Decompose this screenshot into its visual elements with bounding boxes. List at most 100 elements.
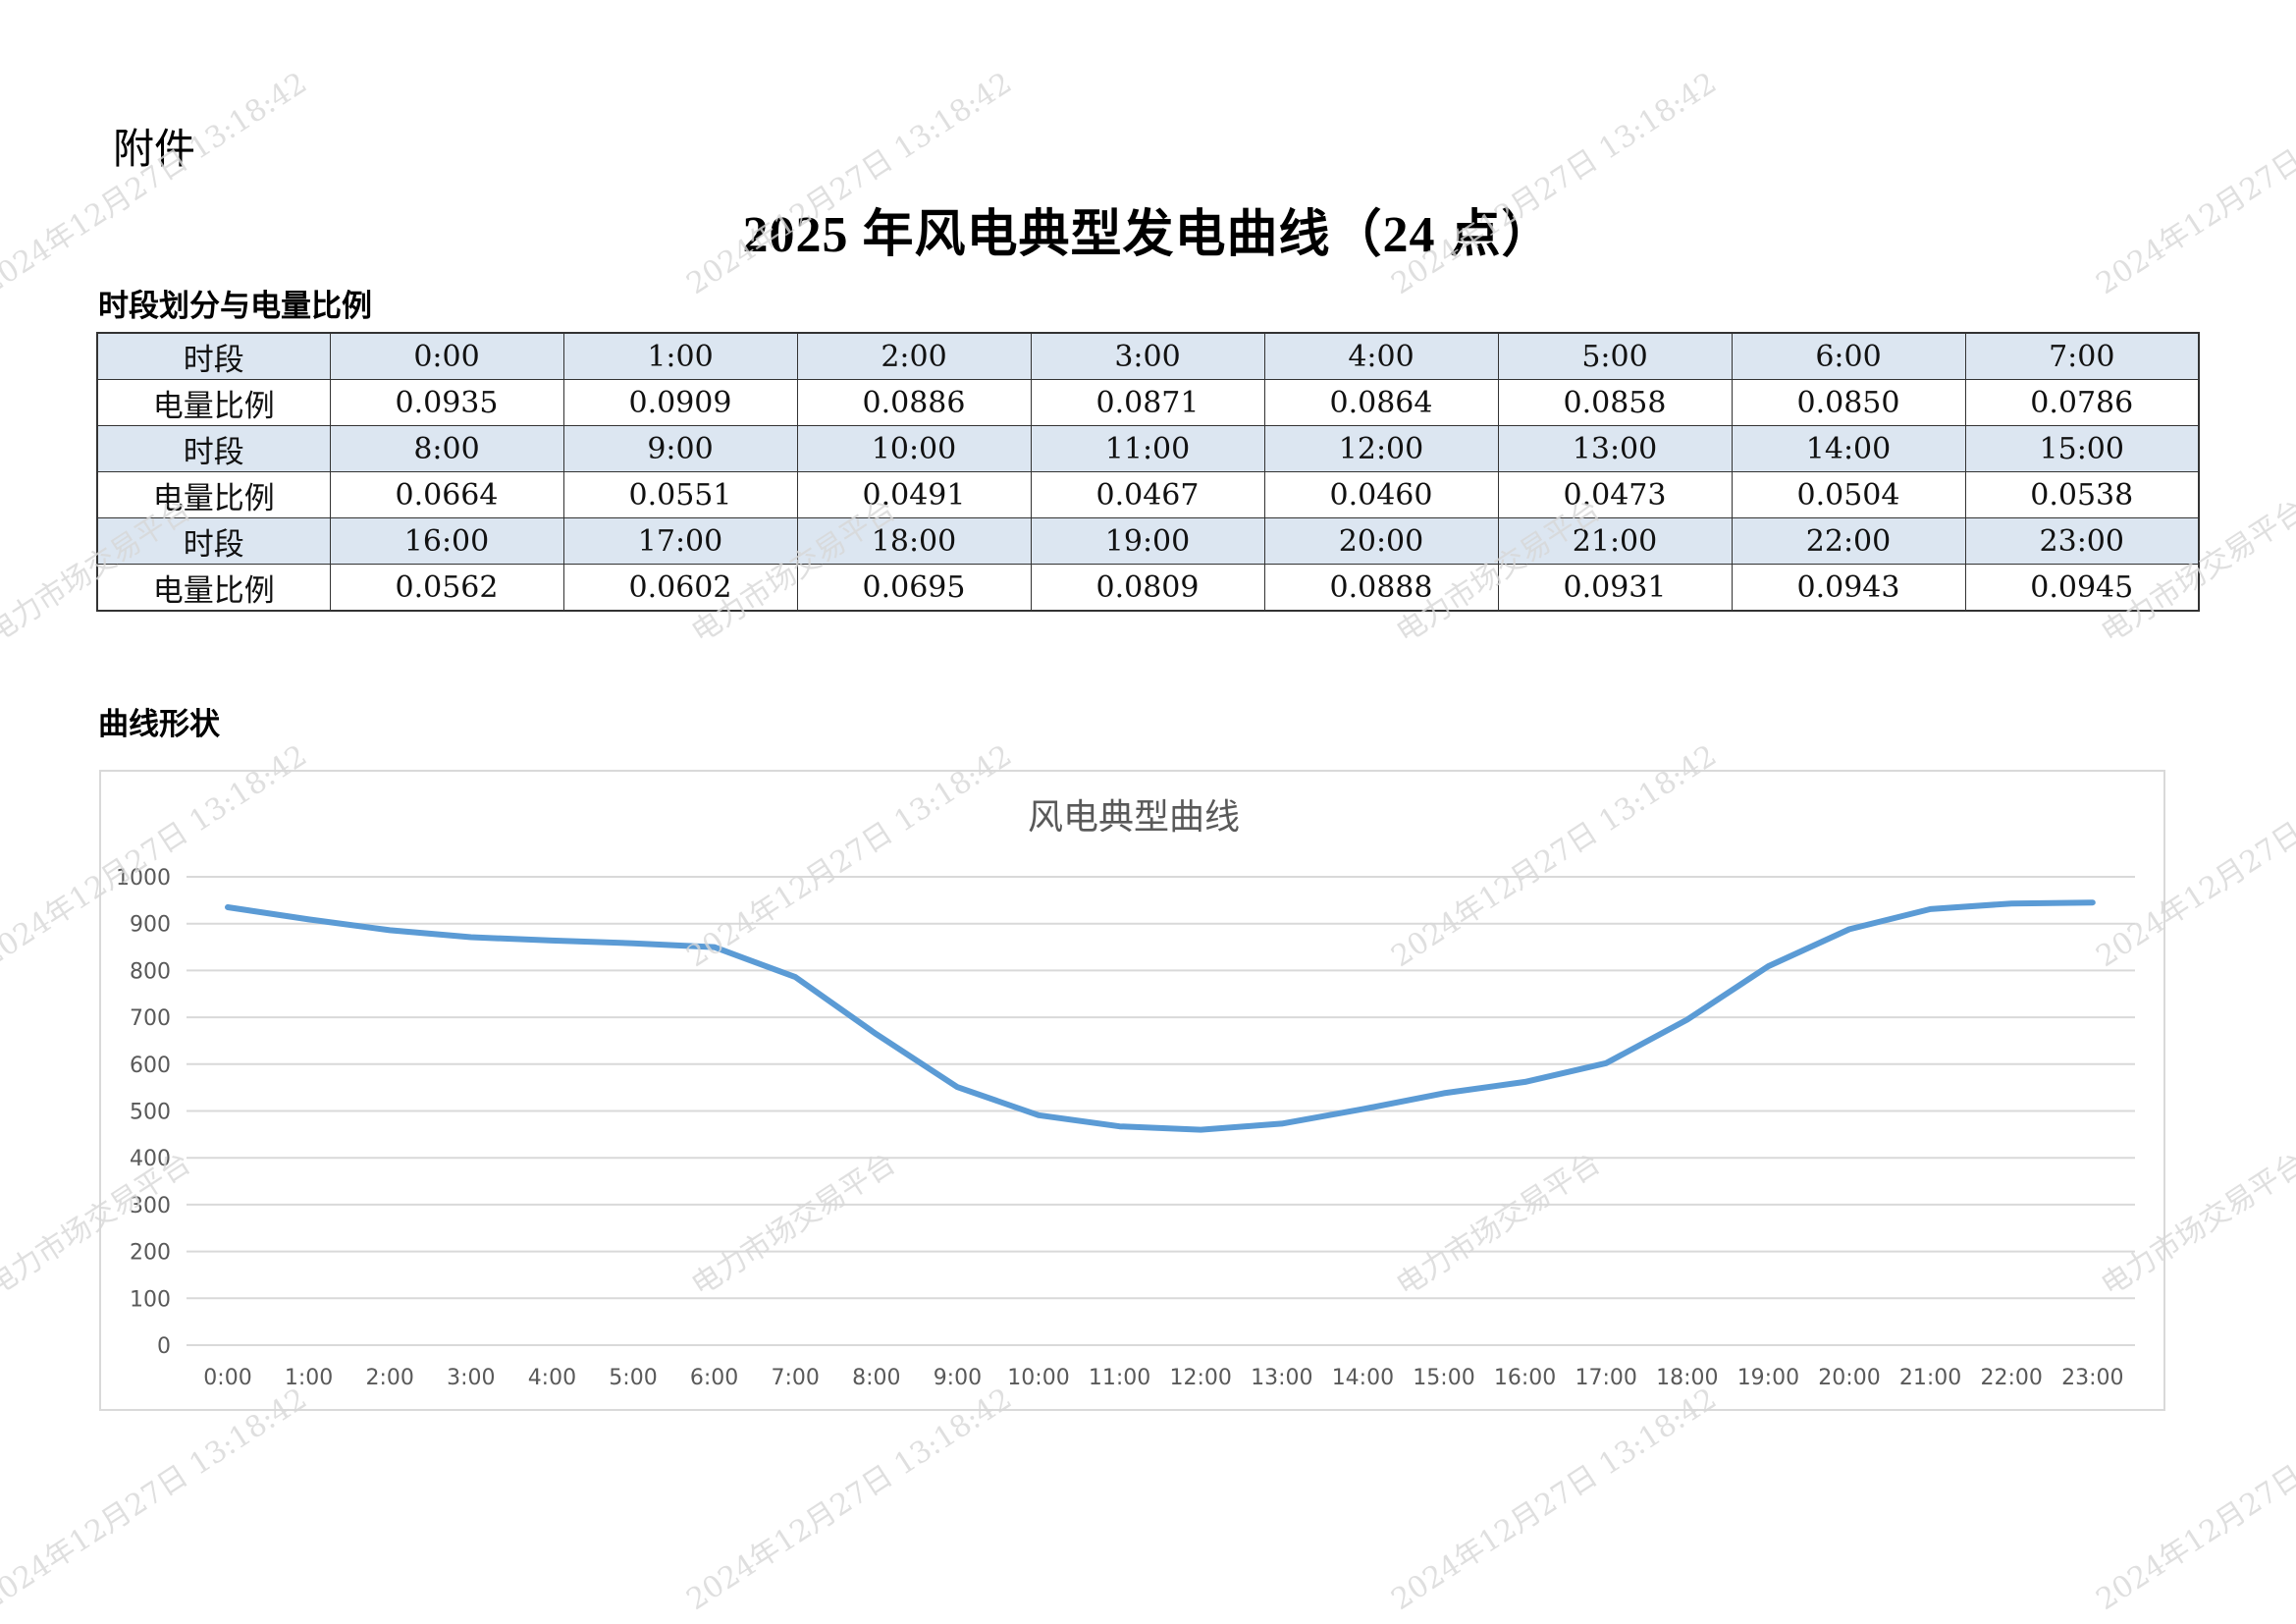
time-cell: 12:00 — [1263, 425, 1499, 472]
time-cell: 10:00 — [796, 425, 1032, 472]
ratio-cell: 0.0551 — [562, 471, 798, 518]
x-tick-label: 21:00 — [1899, 1366, 1961, 1390]
x-tick-label: 15:00 — [1413, 1366, 1474, 1390]
ratio-cell: 0.0664 — [329, 471, 564, 518]
section-title-periods: 时段划分与电量比例 — [98, 289, 372, 324]
x-tick-label: 9:00 — [934, 1366, 982, 1390]
y-tick-label: 700 — [130, 1006, 171, 1031]
period-ratio-table: 时段 0:00 1:00 2:00 3:00 4:00 5:00 6:00 7:00 电量比例 0.… — [96, 332, 2200, 612]
x-tick-label: 8:00 — [852, 1366, 900, 1390]
x-tick-label: 14:00 — [1332, 1366, 1394, 1390]
time-cell: 5:00 — [1497, 332, 1733, 380]
ratio-cell: 0.0943 — [1731, 564, 1966, 612]
time-row: 时段 16:00 17:00 18:00 19:00 20:00 21:00 22:00 23:… — [96, 517, 2200, 565]
document-title: 2025 年风电典型发电曲线（24 点） — [742, 207, 1554, 263]
ratio-cell: 0.0491 — [796, 471, 1032, 518]
time-cell: 4:00 — [1263, 332, 1499, 380]
y-tick-label: 100 — [130, 1287, 171, 1312]
ratio-cell: 0.0562 — [329, 564, 564, 612]
line-chart: 风电典型曲线 0 100 200 300 400 500 600 700 800 900 1000 0:… — [116, 797, 2135, 1390]
ratio-cell: 0.0504 — [1731, 471, 1966, 518]
ratio-cell: 0.0871 — [1030, 379, 1265, 426]
x-tick-label: 6:00 — [690, 1366, 738, 1390]
row-header-ratio: 电量比例 — [96, 564, 331, 612]
chart-title: 风电典型曲线 — [1028, 797, 1240, 838]
y-tick-label: 800 — [130, 959, 171, 984]
x-tick-label: 4:00 — [528, 1366, 576, 1390]
time-cell: 19:00 — [1030, 517, 1265, 565]
time-cell: 8:00 — [329, 425, 564, 472]
y-tick-label: 600 — [130, 1054, 171, 1078]
chart-container: 风电典型曲线 0 100 200 300 400 500 600 700 800 900 1000 0:… — [99, 770, 2165, 1411]
row-header-time: 时段 — [96, 425, 331, 472]
time-cell: 13:00 — [1497, 425, 1733, 472]
x-tick-label: 18:00 — [1656, 1366, 1718, 1390]
watermark-text: 2024年12月27日 13:18:42 — [0, 1381, 313, 1618]
time-cell: 1:00 — [562, 332, 798, 380]
x-tick-label: 22:00 — [1980, 1366, 2042, 1390]
x-tick-label: 17:00 — [1575, 1366, 1636, 1390]
time-cell: 9:00 — [562, 425, 798, 472]
time-cell: 3:00 — [1030, 332, 1265, 380]
row-header-time: 时段 — [96, 332, 331, 380]
watermark-text: 2024年12月27日 13:18:42 — [680, 1381, 1018, 1618]
y-tick-label: 200 — [130, 1241, 171, 1266]
y-tick-label: 900 — [130, 913, 171, 938]
ratio-cell: 0.0809 — [1030, 564, 1265, 612]
time-cell: 11:00 — [1030, 425, 1265, 472]
ratio-cell: 0.0467 — [1030, 471, 1265, 518]
y-tick-label: 0 — [157, 1334, 171, 1359]
ratio-cell: 0.0888 — [1263, 564, 1499, 612]
time-cell: 14:00 — [1731, 425, 1966, 472]
x-tick-label: 3:00 — [447, 1366, 495, 1390]
time-row: 时段 8:00 9:00 10:00 11:00 12:00 13:00 14:00 15:00 — [96, 425, 2200, 472]
x-tick-label: 13:00 — [1251, 1366, 1312, 1390]
y-tick-label: 500 — [130, 1101, 171, 1125]
time-cell: 21:00 — [1497, 517, 1733, 565]
x-tick-label: 2:00 — [365, 1366, 413, 1390]
time-cell: 23:00 — [1964, 517, 2200, 565]
ratio-cell: 0.0695 — [796, 564, 1032, 612]
section-title-curve: 曲线形状 — [98, 707, 220, 742]
y-tick-label: 300 — [130, 1194, 171, 1218]
ratio-cell: 0.0945 — [1964, 564, 2200, 612]
time-cell: 22:00 — [1731, 517, 1966, 565]
ratio-cell: 0.0473 — [1497, 471, 1733, 518]
ratio-cell: 0.0858 — [1497, 379, 1733, 426]
row-header-time: 时段 — [96, 517, 331, 565]
row-header-ratio: 电量比例 — [96, 379, 331, 426]
time-cell: 0:00 — [329, 332, 564, 380]
ratio-cell: 0.0602 — [562, 564, 798, 612]
time-cell: 20:00 — [1263, 517, 1499, 565]
ratio-row: 电量比例 0.0935 0.0909 0.0886 0.0871 0.0864 0.0858… — [96, 379, 2200, 426]
ratio-row: 电量比例 0.0664 0.0551 0.0491 0.0467 0.0460 0.0473… — [96, 471, 2200, 518]
x-tick-label: 19:00 — [1737, 1366, 1799, 1390]
x-tick-label: 23:00 — [2061, 1366, 2123, 1390]
watermark-text: 2024年12月27日 13:18:42 — [2090, 1381, 2296, 1618]
time-cell: 18:00 — [796, 517, 1032, 565]
ratio-cell: 0.0786 — [1964, 379, 2200, 426]
ratio-cell: 0.0460 — [1263, 471, 1499, 518]
time-cell: 17:00 — [562, 517, 798, 565]
x-tick-label: 1:00 — [285, 1366, 333, 1390]
series-line — [225, 899, 2096, 1133]
x-tick-label: 5:00 — [609, 1366, 657, 1390]
row-header-ratio: 电量比例 — [96, 471, 331, 518]
x-tick-label: 11:00 — [1089, 1366, 1150, 1390]
ratio-row: 电量比例 0.0562 0.0602 0.0695 0.0809 0.0888 0.0931… — [96, 564, 2200, 612]
time-cell: 6:00 — [1731, 332, 1966, 380]
time-row: 时段 0:00 1:00 2:00 3:00 4:00 5:00 6:00 7:00 — [96, 332, 2200, 380]
attachment-label: 附件 — [113, 125, 196, 173]
ratio-cell: 0.0864 — [1263, 379, 1499, 426]
ratio-cell: 0.0935 — [329, 379, 564, 426]
ratio-cell: 0.0931 — [1497, 564, 1733, 612]
ratio-cell: 0.0909 — [562, 379, 798, 426]
ratio-cell: 0.0850 — [1731, 379, 1966, 426]
time-cell: 15:00 — [1964, 425, 2200, 472]
y-tick-label: 400 — [130, 1147, 171, 1171]
x-tick-label: 16:00 — [1494, 1366, 1556, 1390]
time-cell: 2:00 — [796, 332, 1032, 380]
time-cell: 16:00 — [329, 517, 564, 565]
x-tick-label: 0:00 — [203, 1366, 251, 1390]
x-tick-label: 7:00 — [771, 1366, 819, 1390]
